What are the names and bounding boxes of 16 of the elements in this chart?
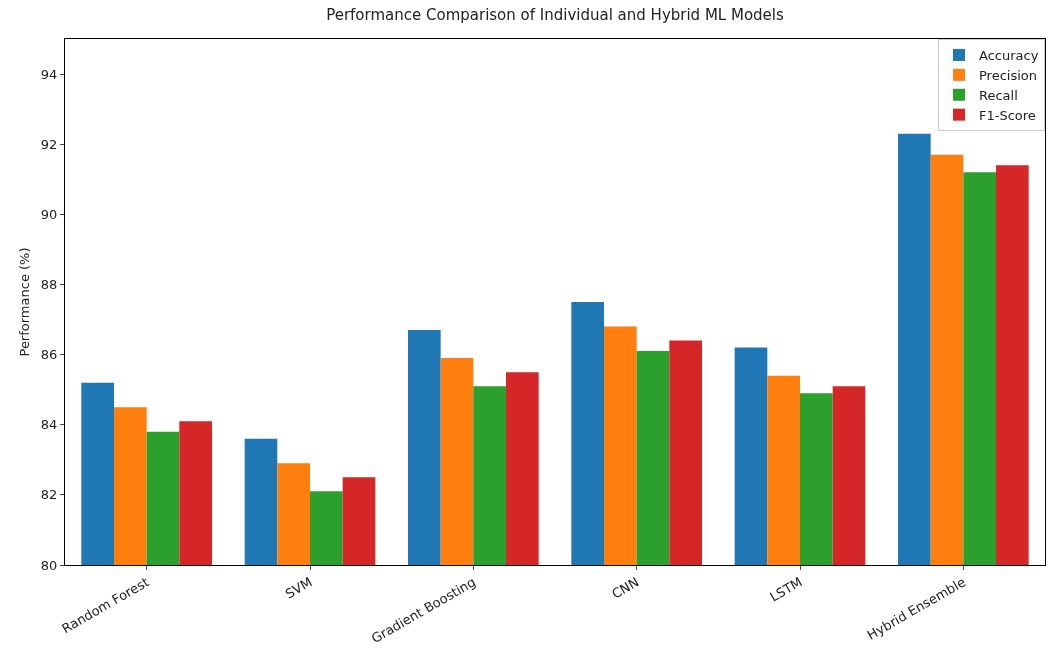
y-tick-label: 82 (40, 487, 58, 503)
y-tick-label: 80 (40, 557, 58, 573)
y-tick-label: 90 (40, 206, 58, 222)
legend-label: Precision (979, 67, 1038, 83)
x-tick-label: CNN (609, 574, 642, 602)
x-tick-label: SVM (282, 574, 315, 602)
legend-label: Recall (979, 87, 1018, 103)
y-tick-label: 94 (40, 66, 58, 82)
y-tick-label: 86 (40, 347, 58, 363)
chart-title: Performance Comparison of Individual and Hybrid ML Models (326, 6, 785, 25)
y-axis-title: Performance (%) (17, 247, 32, 357)
legend-label: Accuracy (979, 48, 1039, 64)
y-tick-label: 88 (40, 277, 58, 293)
y-tick-label: 84 (40, 417, 58, 433)
legend-label: F1-Score (979, 107, 1036, 123)
y-tick-label: 92 (40, 136, 58, 152)
